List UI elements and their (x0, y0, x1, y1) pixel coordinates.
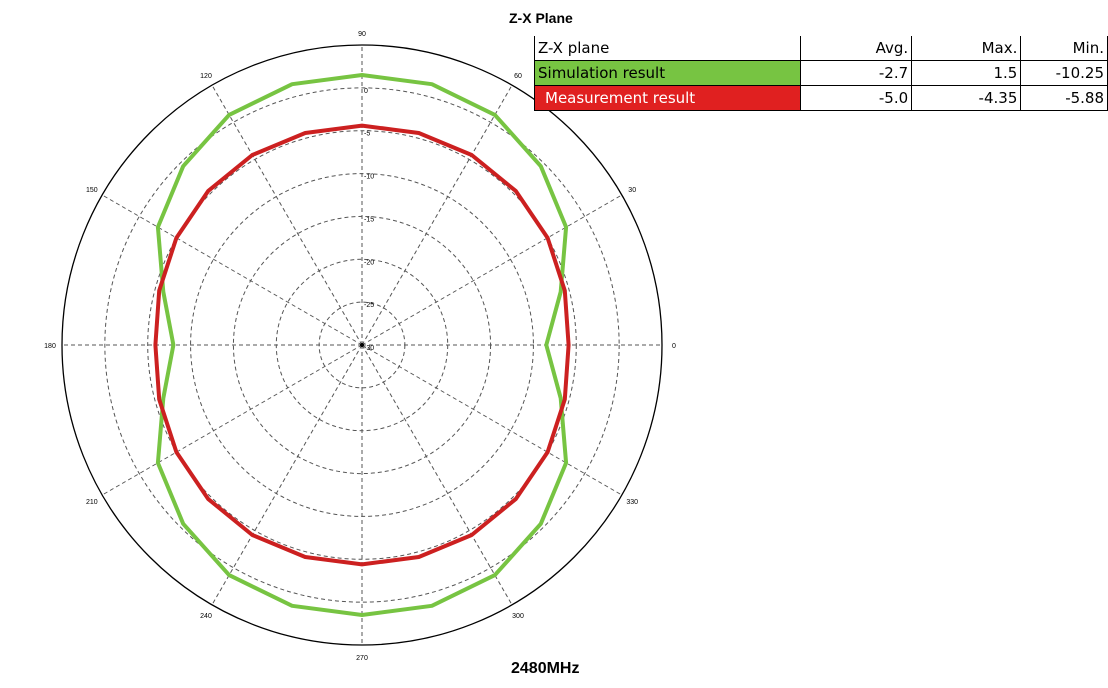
grid-outer-circle (61, 44, 663, 646)
angle-tick-label: 240 (200, 613, 212, 620)
angle-tick-label: 30 (628, 187, 636, 194)
measurement-min: -5.88 (1020, 85, 1108, 111)
angle-tick-label: 210 (86, 499, 98, 506)
radial-tick-label: -20 (364, 259, 374, 266)
radial-tick-label: -30 (364, 345, 374, 352)
angle-tick-label: 150 (86, 187, 98, 194)
simulation-series-line (155, 73, 569, 617)
radial-tick-label: -25 (364, 302, 374, 309)
grid-spoke (101, 344, 363, 496)
angle-tick-label: 180 (44, 343, 56, 350)
grid-spoke (361, 84, 513, 346)
grid-spoke (361, 194, 623, 346)
header-avg: Avg. (800, 36, 913, 61)
header-plane: Z-X plane (533, 36, 802, 61)
measurement-max: -4.35 (911, 85, 1022, 111)
measurement-avg: -5.0 (800, 85, 913, 111)
table-header-row: Z-X plane Avg. Max. Min. (533, 36, 1108, 61)
radial-tick-label: -5 (364, 131, 370, 138)
grid-spoke (101, 194, 363, 346)
grid-ring (104, 87, 620, 603)
summary-table: Z-X plane Avg. Max. Min. Simulation resu… (533, 36, 1108, 111)
angle-tick-label: 270 (356, 655, 368, 662)
grid-ring (147, 130, 577, 560)
frequency-label: 2480MHz (511, 660, 580, 677)
simulation-label: Simulation result (533, 60, 802, 86)
angle-tick-label: 330 (626, 499, 638, 506)
radial-tick-label: 0 (364, 88, 368, 95)
measurement-series-line (153, 123, 571, 567)
angle-tick-label: 60 (514, 73, 522, 80)
grid-spoke (361, 344, 513, 606)
angle-tick-label: 0 (672, 343, 676, 350)
simulation-min: -10.25 (1020, 60, 1108, 86)
angle-tick-label: 120 (200, 73, 212, 80)
measurement-label: Measurement result (533, 85, 802, 111)
grid-spoke (361, 344, 623, 496)
polar-grid (61, 44, 663, 646)
grid-spoke (211, 84, 363, 346)
header-max: Max. (911, 36, 1022, 61)
radial-tick-label: -15 (364, 216, 374, 223)
polar-series (153, 73, 571, 617)
simulation-max: 1.5 (911, 60, 1022, 86)
radial-tick-label: -10 (364, 174, 374, 181)
polar-tick-labels: 0 -5 -10 -15 -20 -25 -30 0 30 60 90 120 150 180 210 240… (44, 31, 676, 662)
angle-tick-label: 300 (512, 613, 524, 620)
header-min: Min. (1020, 36, 1108, 61)
grid-spoke (211, 344, 363, 606)
chart-title: Z-X Plane (509, 10, 573, 26)
table-row-measurement: Measurement result -5.0 -4.35 -5.88 (533, 85, 1108, 111)
center-point (360, 343, 364, 347)
simulation-avg: -2.7 (800, 60, 913, 86)
angle-tick-label: 90 (358, 31, 366, 38)
table-row-simulation: Simulation result -2.7 1.5 -10.25 (533, 60, 1108, 86)
